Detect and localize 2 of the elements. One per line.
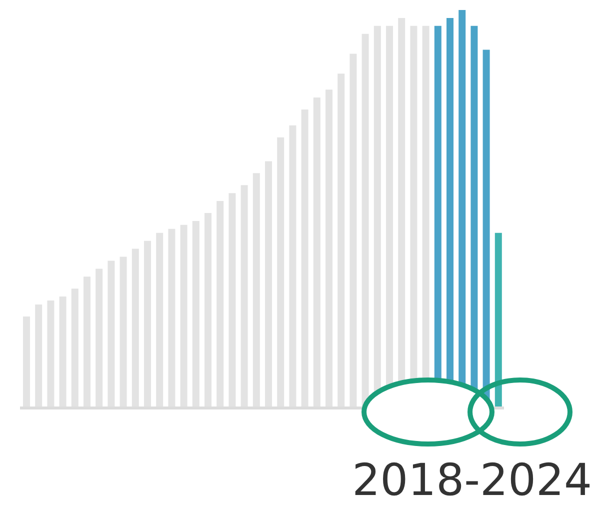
bar [494, 232, 502, 408]
x-axis-title: 2018-2024 [352, 455, 592, 506]
